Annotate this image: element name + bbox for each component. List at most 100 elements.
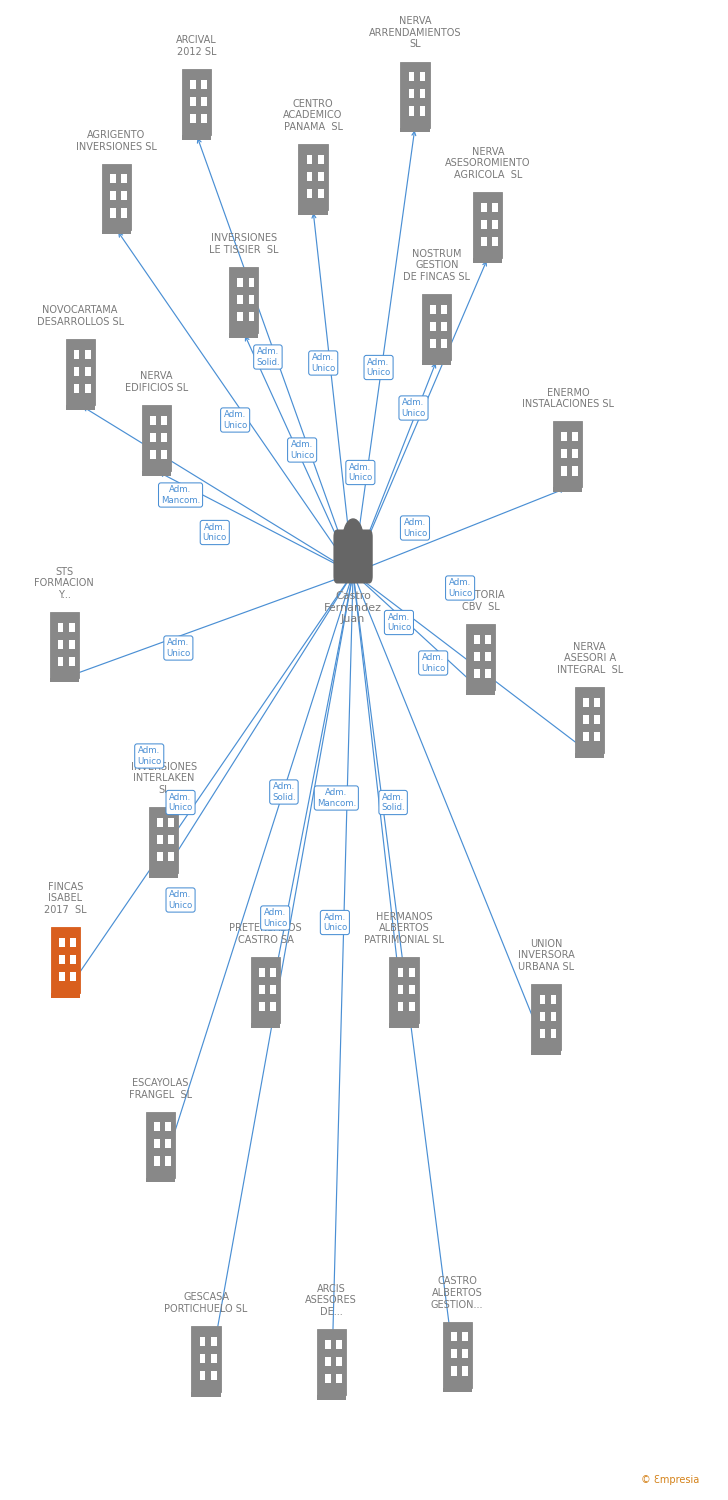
FancyBboxPatch shape — [583, 732, 589, 741]
FancyBboxPatch shape — [430, 304, 436, 313]
FancyBboxPatch shape — [481, 237, 487, 246]
Text: PRETENSADOS
CASTRO SA: PRETENSADOS CASTRO SA — [229, 924, 302, 945]
FancyBboxPatch shape — [237, 312, 243, 321]
FancyBboxPatch shape — [50, 678, 79, 682]
FancyBboxPatch shape — [190, 114, 196, 123]
FancyBboxPatch shape — [317, 154, 323, 164]
FancyBboxPatch shape — [583, 714, 589, 724]
FancyBboxPatch shape — [492, 202, 498, 211]
FancyBboxPatch shape — [397, 968, 403, 976]
FancyBboxPatch shape — [58, 639, 63, 650]
FancyBboxPatch shape — [397, 1002, 403, 1011]
FancyBboxPatch shape — [51, 927, 80, 993]
FancyBboxPatch shape — [190, 80, 196, 88]
Text: HERMANOS
ALBERTOS
PATRIMONIAL SL: HERMANOS ALBERTOS PATRIMONIAL SL — [364, 912, 444, 945]
Text: NERVA
ASESOROMIENTO
AGRICOLA  SL: NERVA ASESOROMIENTO AGRICOLA SL — [445, 147, 531, 180]
FancyBboxPatch shape — [237, 294, 243, 304]
FancyBboxPatch shape — [150, 450, 156, 459]
FancyBboxPatch shape — [182, 135, 211, 140]
FancyBboxPatch shape — [182, 69, 211, 135]
FancyBboxPatch shape — [336, 1356, 341, 1366]
FancyBboxPatch shape — [408, 1002, 414, 1011]
FancyBboxPatch shape — [400, 128, 430, 132]
FancyBboxPatch shape — [462, 1366, 467, 1376]
Text: Adm.
Unico: Adm. Unico — [348, 464, 373, 482]
FancyBboxPatch shape — [157, 852, 163, 861]
FancyBboxPatch shape — [441, 321, 447, 332]
FancyBboxPatch shape — [259, 984, 265, 994]
FancyBboxPatch shape — [146, 1178, 175, 1182]
FancyBboxPatch shape — [389, 1023, 419, 1028]
FancyBboxPatch shape — [317, 189, 323, 198]
FancyBboxPatch shape — [121, 209, 127, 218]
Text: ARCIVAL
2012 SL: ARCIVAL 2012 SL — [176, 36, 217, 57]
FancyBboxPatch shape — [481, 202, 487, 211]
FancyBboxPatch shape — [251, 1023, 280, 1028]
FancyBboxPatch shape — [419, 88, 425, 99]
Text: CENTRO
ACADEMICO
PANAMA  SL: CENTRO ACADEMICO PANAMA SL — [283, 99, 343, 132]
Text: INVERSIONES
INTERLAKEN
SL: INVERSIONES INTERLAKEN SL — [131, 762, 197, 795]
Text: Adm.
Unico: Adm. Unico — [311, 354, 336, 372]
Text: NERVA
ASESORI A
INTEGRAL  SL: NERVA ASESORI A INTEGRAL SL — [556, 642, 623, 675]
Text: Adm.
Solid.: Adm. Solid. — [256, 348, 280, 366]
FancyBboxPatch shape — [572, 466, 578, 476]
Circle shape — [343, 519, 363, 561]
FancyBboxPatch shape — [539, 1029, 545, 1038]
FancyBboxPatch shape — [201, 80, 207, 88]
FancyBboxPatch shape — [154, 1156, 159, 1166]
Text: Adm.
Unico: Adm. Unico — [290, 441, 314, 459]
FancyBboxPatch shape — [201, 96, 207, 106]
Text: © Ɛmpresia: © Ɛmpresia — [641, 1474, 699, 1485]
FancyBboxPatch shape — [84, 350, 90, 358]
Text: GESCASA
PORTICHUELO SL: GESCASA PORTICHUELO SL — [165, 1293, 248, 1314]
FancyBboxPatch shape — [422, 360, 451, 364]
FancyBboxPatch shape — [149, 873, 178, 877]
FancyBboxPatch shape — [59, 972, 65, 981]
FancyBboxPatch shape — [336, 1374, 341, 1383]
FancyBboxPatch shape — [110, 190, 116, 201]
FancyBboxPatch shape — [462, 1332, 467, 1341]
FancyBboxPatch shape — [408, 106, 414, 116]
FancyBboxPatch shape — [210, 1353, 216, 1364]
Text: Adm.
Unico: Adm. Unico — [387, 614, 411, 632]
Text: UNION
INVERSORA
URBANA SL: UNION INVERSORA URBANA SL — [518, 939, 574, 972]
FancyBboxPatch shape — [441, 339, 447, 348]
FancyBboxPatch shape — [149, 807, 178, 873]
FancyBboxPatch shape — [154, 1138, 159, 1149]
FancyBboxPatch shape — [58, 622, 63, 632]
FancyBboxPatch shape — [572, 432, 578, 441]
FancyBboxPatch shape — [397, 984, 403, 994]
FancyBboxPatch shape — [594, 732, 600, 741]
FancyBboxPatch shape — [191, 1392, 221, 1396]
FancyBboxPatch shape — [306, 154, 312, 164]
Text: Adm.
Solid.: Adm. Solid. — [381, 794, 405, 812]
FancyBboxPatch shape — [191, 1326, 221, 1392]
FancyBboxPatch shape — [248, 312, 254, 321]
FancyBboxPatch shape — [553, 488, 582, 492]
FancyBboxPatch shape — [485, 669, 491, 678]
FancyBboxPatch shape — [492, 219, 498, 230]
FancyBboxPatch shape — [210, 1371, 216, 1380]
FancyBboxPatch shape — [74, 384, 79, 393]
FancyBboxPatch shape — [248, 278, 254, 286]
FancyBboxPatch shape — [157, 834, 163, 844]
FancyBboxPatch shape — [59, 954, 65, 964]
FancyBboxPatch shape — [161, 432, 167, 442]
FancyBboxPatch shape — [539, 1011, 545, 1022]
FancyBboxPatch shape — [441, 304, 447, 313]
FancyBboxPatch shape — [419, 72, 425, 81]
FancyBboxPatch shape — [575, 753, 604, 758]
FancyBboxPatch shape — [594, 698, 600, 706]
FancyBboxPatch shape — [474, 669, 480, 678]
FancyBboxPatch shape — [84, 384, 90, 393]
Text: CASTRO
ALBERTOS
GESTION...: CASTRO ALBERTOS GESTION... — [431, 1276, 483, 1310]
Text: NOSTRUM
GESTION
DE FINCAS SL: NOSTRUM GESTION DE FINCAS SL — [403, 249, 470, 282]
FancyBboxPatch shape — [142, 405, 171, 471]
Text: ARCIS
ASESORES
DE...: ARCIS ASESORES DE... — [305, 1284, 357, 1317]
Text: Adm.
Unico: Adm. Unico — [223, 411, 248, 429]
FancyBboxPatch shape — [317, 171, 323, 182]
FancyBboxPatch shape — [66, 405, 95, 410]
FancyBboxPatch shape — [443, 1322, 472, 1388]
FancyBboxPatch shape — [474, 651, 480, 662]
FancyBboxPatch shape — [531, 1050, 561, 1054]
